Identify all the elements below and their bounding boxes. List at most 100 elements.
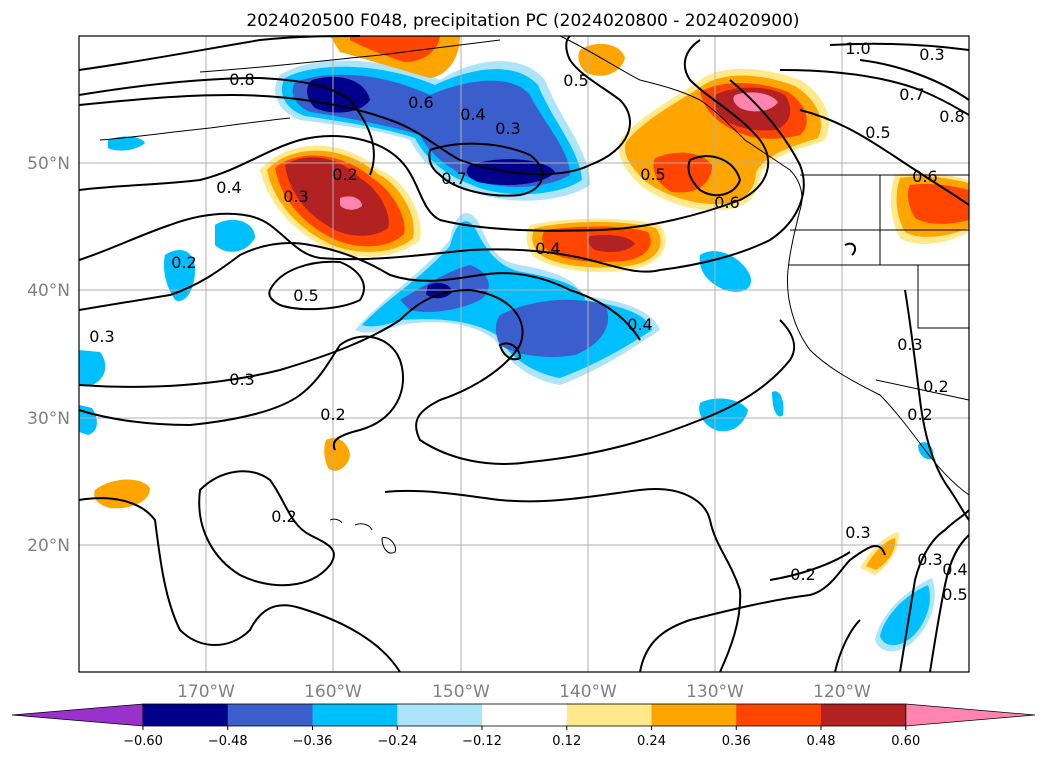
contour-18 — [859, 59, 970, 101]
lat-label-40n: 40°N — [27, 281, 70, 301]
contour-26 — [428, 142, 544, 197]
contours — [78, 35, 970, 673]
lat-label-50n: 50°N — [27, 154, 70, 174]
alaska-coast — [199, 39, 501, 73]
lat-label-30n: 30°N — [27, 409, 70, 429]
contour-label: 0.2 — [271, 507, 296, 526]
contour-20 — [899, 509, 970, 673]
colorbar-tick-label: −0.36 — [293, 734, 333, 749]
colorbar-tick-label: −0.60 — [123, 734, 163, 749]
colorbar-tick-label: 0.24 — [637, 734, 666, 749]
blue-spot-west1 — [215, 219, 255, 252]
colorbar-extend-low — [11, 703, 144, 727]
contour-22 — [834, 619, 861, 673]
shaded-fields — [79, 36, 969, 652]
contour-14 — [769, 551, 851, 581]
colorbar-segment — [821, 704, 907, 726]
contour-label: 0.5 — [942, 585, 967, 604]
contour-2 — [78, 76, 375, 176]
warm-region-west-dark — [285, 157, 389, 236]
contour-4 — [78, 39, 770, 232]
contour-label: 0.3 — [283, 187, 308, 206]
contour-label: 0.5 — [293, 286, 318, 305]
warm-region-mid-dark — [588, 234, 635, 252]
blue-spot-east2 — [699, 398, 748, 432]
colorbar-segment — [143, 704, 229, 726]
warm-region-east-edge-red — [907, 183, 969, 224]
contour-15 — [829, 42, 970, 51]
contour-8 — [78, 288, 796, 465]
contour-label: 0.3 — [495, 119, 520, 138]
contour-label: 0.2 — [923, 377, 948, 396]
contour-16 — [779, 69, 970, 116]
contour-23 — [844, 242, 857, 256]
contour-label: 0.2 — [790, 565, 815, 584]
contour-17 — [799, 109, 970, 206]
contour-label: 0.2 — [171, 253, 196, 272]
lon-label-130w: 130°W — [686, 682, 744, 702]
contour-label: 0.8 — [229, 70, 254, 89]
colorbar-tick-label: 0.36 — [722, 734, 751, 749]
contour-12 — [384, 488, 742, 673]
lon-label-140w: 140°W — [559, 682, 617, 702]
gridlines — [79, 36, 969, 672]
blue-spot-edge2 — [79, 405, 97, 435]
colorbar: −0.60 −0.48 −0.36 −0.24 −0.12 0.12 0.24 0.36 0.4… — [11, 703, 1036, 749]
coastlines — [99, 35, 970, 554]
blue-spot-east3 — [772, 391, 784, 417]
contour-label: 0.4 — [535, 239, 560, 258]
contour-label: 0.3 — [229, 370, 254, 389]
latitude-labels: 50°N 40°N 30°N 20°N — [27, 154, 70, 556]
colorbar-segment — [482, 704, 568, 726]
navy-core-central — [426, 282, 452, 299]
contour-10 — [78, 497, 401, 673]
contour-label: 0.2 — [907, 405, 932, 424]
contour-label: 0.8 — [939, 107, 964, 126]
contour-5 — [78, 79, 805, 273]
north-america-coast — [559, 35, 970, 496]
contour-label: 0.3 — [89, 327, 114, 346]
contour-label: 0.7 — [899, 85, 924, 104]
contour-label: 0.4 — [216, 178, 241, 197]
blue-spot-south-inner — [880, 585, 930, 646]
contour-label: 0.3 — [919, 45, 944, 64]
colorbar-segment — [397, 704, 483, 726]
blue-spot-edge1 — [79, 350, 106, 385]
contour-label: 0.2 — [320, 405, 345, 424]
lat-label-20n: 20°N — [27, 536, 70, 556]
contour-13 — [639, 545, 886, 673]
colorbar-segment — [227, 704, 313, 726]
contour-21 — [929, 534, 970, 673]
contour-label: 0.6 — [408, 93, 433, 112]
contour-labels: 0.8 0.6 0.4 0.3 0.5 0.7 0.5 0.6 0.2 0.3 … — [89, 39, 967, 604]
contour-label: 0.6 — [714, 193, 739, 212]
contour-label: 0.2 — [332, 165, 357, 184]
contour-label: 0.4 — [627, 315, 652, 334]
colorbar-outline — [142, 703, 907, 727]
colorbar-tick-label: 0.60 — [891, 734, 920, 749]
colorbar-tick-label: 0.48 — [807, 734, 836, 749]
contour-label: 0.5 — [640, 165, 665, 184]
us-state-lines — [788, 175, 970, 401]
contour-11 — [198, 470, 335, 587]
contour-7 — [268, 260, 365, 311]
colorbar-tick-label: 0.12 — [552, 734, 581, 749]
blue-spot-west3 — [108, 136, 145, 151]
colorbar-segment — [651, 704, 737, 726]
warm-region-west-pink — [340, 196, 362, 210]
figure-title: 2024020500 F048, precipitation PC (20240… — [246, 11, 799, 31]
contour-label: 0.6 — [912, 167, 937, 186]
contour-label: 0.3 — [917, 550, 942, 569]
blue-region-south-inner — [495, 299, 609, 357]
warm-region-top-red — [350, 36, 440, 62]
warm-region-spot1 — [324, 438, 350, 471]
lon-label-120w: 120°W — [813, 682, 871, 702]
contour-19 — [904, 289, 970, 521]
aleutians — [99, 117, 291, 141]
lon-label-170w: 170°W — [177, 682, 235, 702]
colorbar-extend-high — [905, 703, 1036, 727]
colorbar-segment — [566, 704, 652, 726]
colorbar-segment — [312, 704, 398, 726]
